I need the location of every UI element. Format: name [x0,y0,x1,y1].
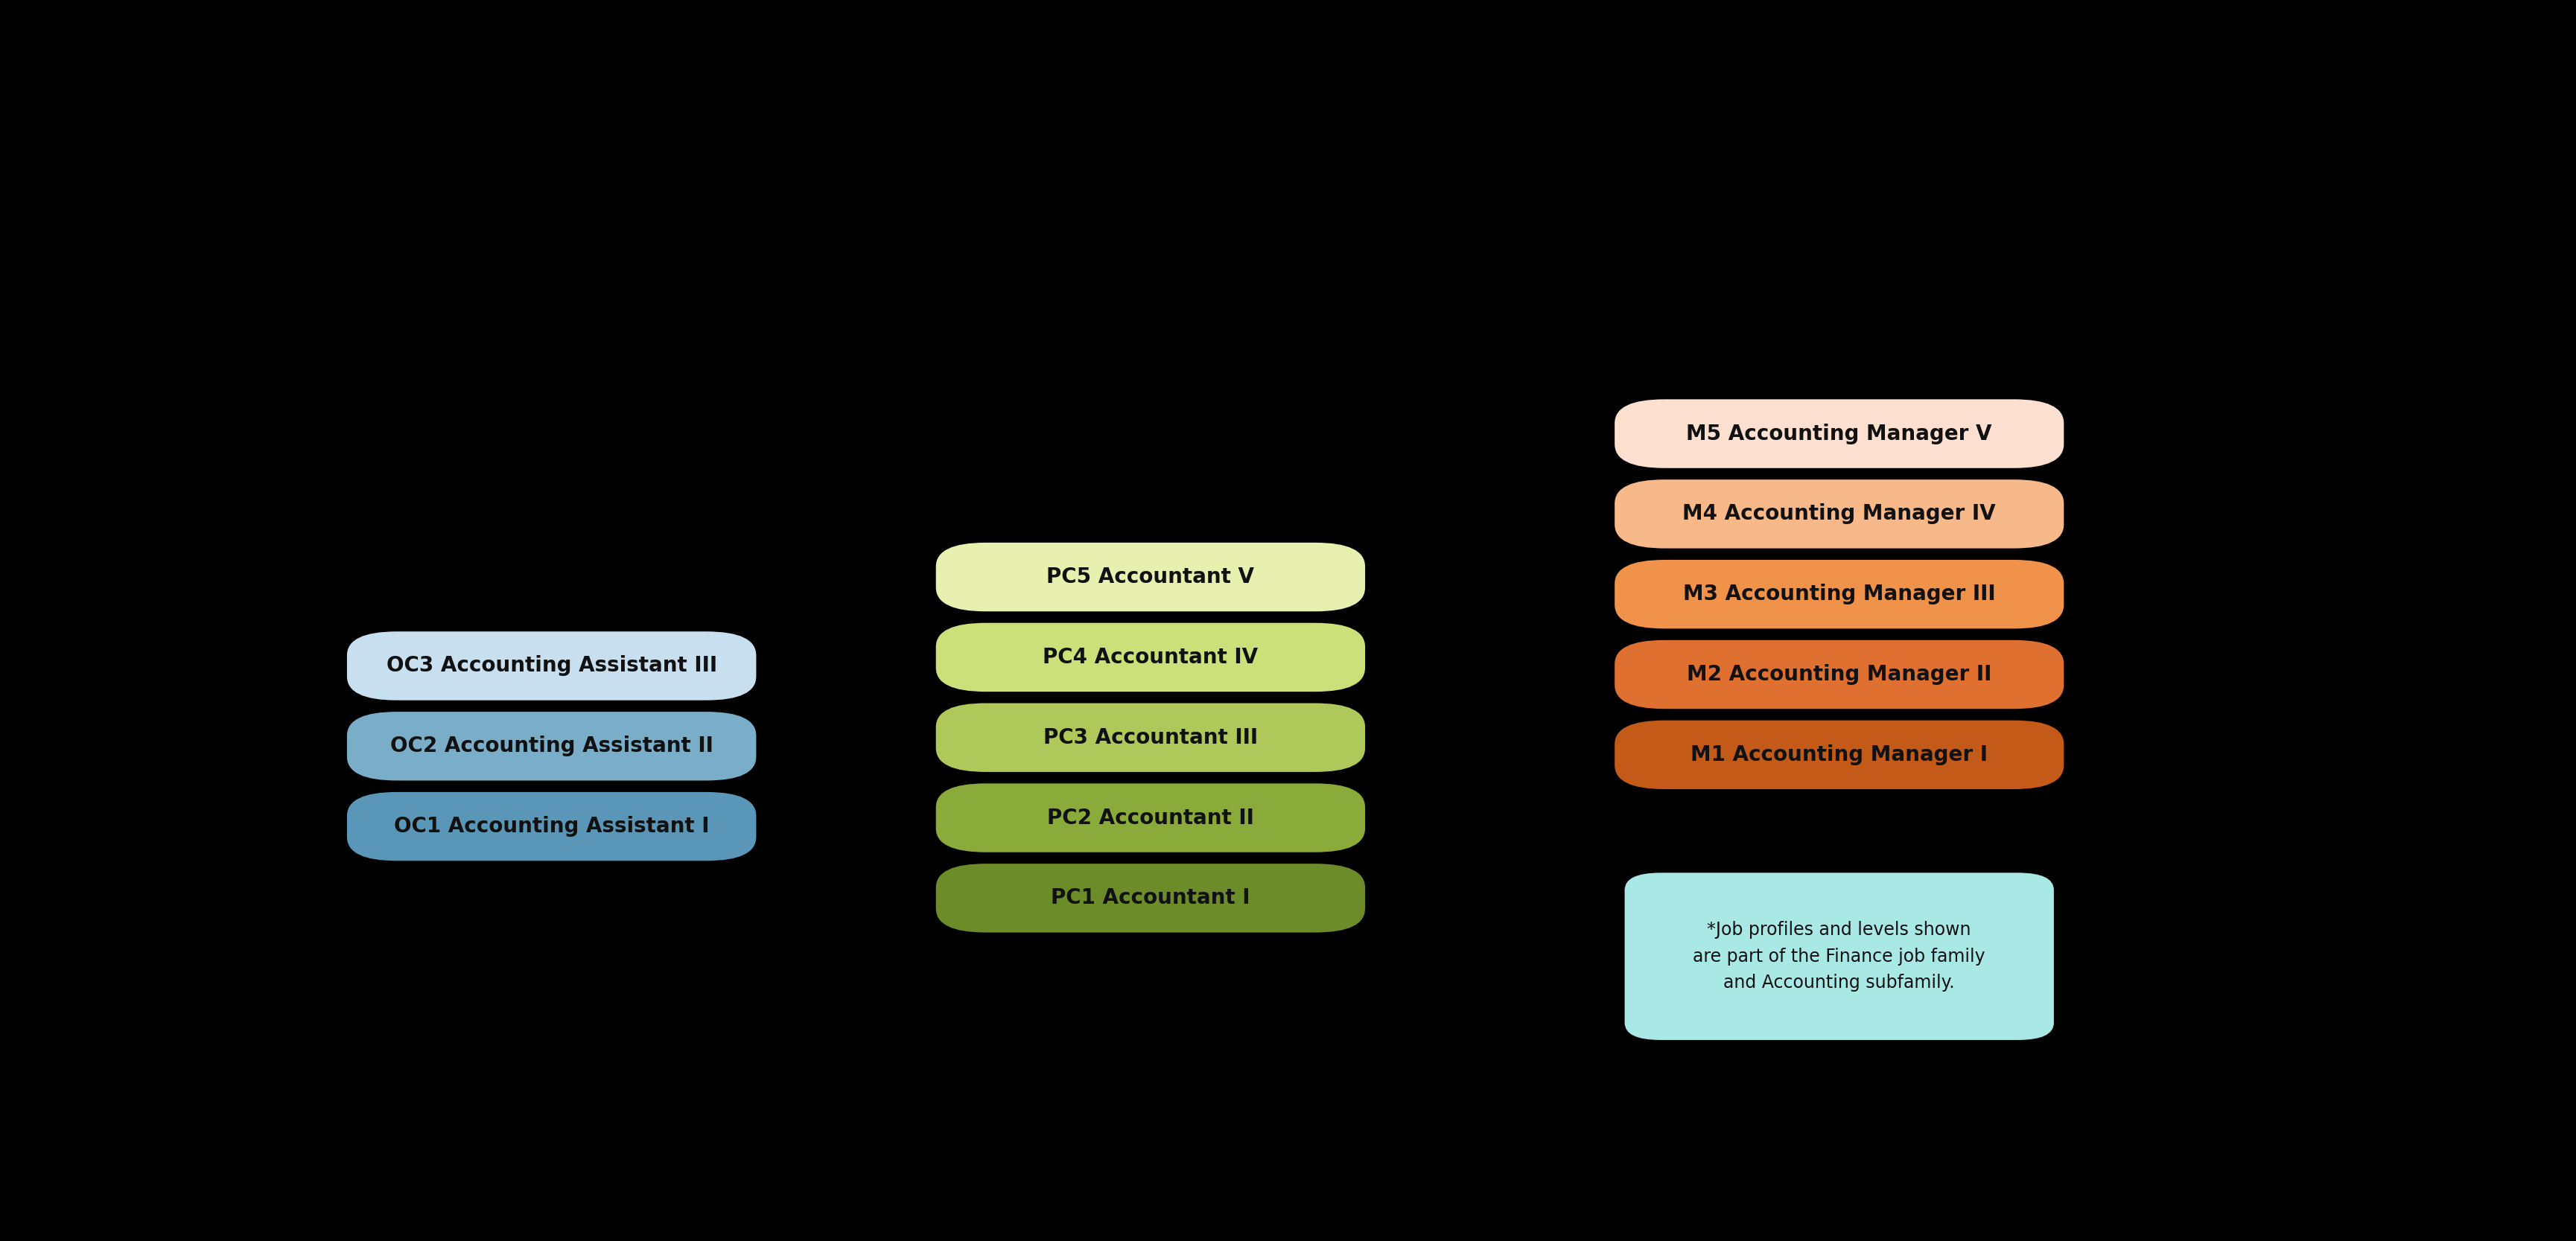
Text: PC2 Accountant II: PC2 Accountant II [1046,808,1255,828]
FancyBboxPatch shape [1615,479,2063,549]
FancyBboxPatch shape [1625,872,2053,1040]
Text: M3 Accounting Manager III: M3 Accounting Manager III [1682,583,1996,604]
Text: PC4 Accountant IV: PC4 Accountant IV [1043,647,1257,668]
FancyBboxPatch shape [1615,640,2063,709]
Text: M1 Accounting Manager I: M1 Accounting Manager I [1690,745,1989,766]
Text: OC1 Accounting Assistant I: OC1 Accounting Assistant I [394,817,708,836]
Text: M5 Accounting Manager V: M5 Accounting Manager V [1687,423,1991,444]
FancyBboxPatch shape [348,792,757,861]
Text: OC2 Accounting Assistant II: OC2 Accounting Assistant II [389,736,714,757]
FancyBboxPatch shape [935,623,1365,691]
FancyBboxPatch shape [1615,560,2063,629]
Text: PC5 Accountant V: PC5 Accountant V [1046,567,1255,587]
FancyBboxPatch shape [1615,400,2063,468]
Text: OC3 Accounting Assistant III: OC3 Accounting Assistant III [386,655,716,676]
Text: PC1 Accountant I: PC1 Accountant I [1051,887,1249,908]
FancyBboxPatch shape [1615,720,2063,789]
FancyBboxPatch shape [935,783,1365,853]
Text: M2 Accounting Manager II: M2 Accounting Manager II [1687,664,1991,685]
Text: PC3 Accountant III: PC3 Accountant III [1043,727,1257,748]
Text: *Job profiles and levels shown
are part of the Finance job family
and Accounting: *Job profiles and levels shown are part … [1692,921,1986,992]
FancyBboxPatch shape [935,704,1365,772]
Text: M4 Accounting Manager IV: M4 Accounting Manager IV [1682,504,1996,525]
FancyBboxPatch shape [348,712,757,781]
FancyBboxPatch shape [935,864,1365,932]
FancyBboxPatch shape [935,542,1365,612]
FancyBboxPatch shape [348,632,757,700]
